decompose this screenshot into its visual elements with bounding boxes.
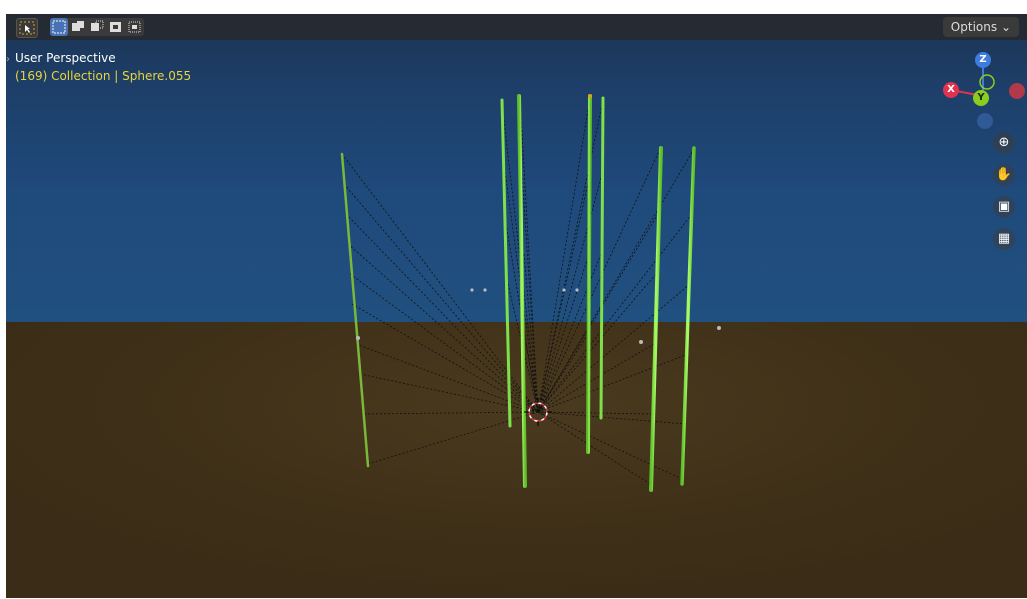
select-subtract-icon[interactable] (88, 18, 106, 36)
navigation-gizmo[interactable]: Z X Y (937, 44, 1027, 144)
options-dropdown[interactable]: Options ⌄ (942, 17, 1019, 37)
select-new-icon[interactable] (50, 18, 68, 36)
z-axis-icon[interactable]: Z (975, 52, 991, 68)
selection-mode-group (50, 18, 144, 36)
rod-group (340, 94, 696, 492)
3d-viewport[interactable]: Options ⌄ User Perspective (169) Collect… (6, 14, 1027, 598)
x-axis-icon[interactable]: X (943, 82, 959, 98)
chevron-right-icon[interactable]: › (6, 54, 10, 65)
view-title: User Perspective (15, 51, 116, 65)
zoom-icon[interactable]: ⊕ (993, 132, 1015, 154)
hand-icon[interactable]: ✋ (993, 164, 1015, 186)
options-label: Options (950, 20, 998, 34)
active-object-label: (169) Collection | Sphere.055 (15, 69, 192, 83)
camera-icon[interactable]: ▣ (993, 196, 1015, 218)
viewport-header: Options ⌄ (6, 14, 1027, 40)
select-box-icon[interactable] (16, 18, 38, 38)
3d-cursor[interactable] (524, 398, 552, 426)
ground-plane (6, 322, 1027, 598)
scene-rods (340, 94, 721, 492)
grid-icon[interactable]: ▦ (993, 228, 1015, 250)
select-extend-icon[interactable] (69, 18, 87, 36)
select-invert-icon[interactable] (107, 18, 125, 36)
chevron-down-icon: ⌄ (1000, 20, 1011, 34)
y-axis-icon[interactable]: Y (973, 90, 989, 106)
select-intersect-icon[interactable] (126, 18, 144, 36)
scene-points (356, 94, 721, 344)
